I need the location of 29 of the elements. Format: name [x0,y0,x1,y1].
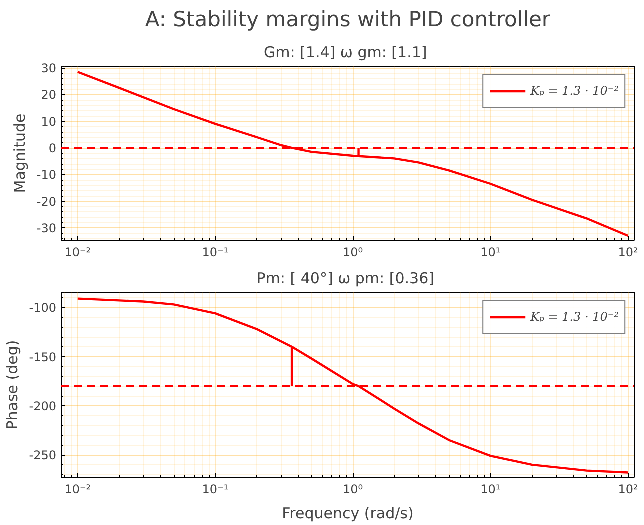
y-tick-label: -100 [29,301,56,316]
y-tick-label: -20 [36,194,57,209]
chart-title: Pm: [ 40°] ω pm: [0.36] [256,270,434,288]
x-tick-label: 10⁰ [343,246,364,260]
y-tick-label: -200 [29,399,56,414]
x-tick-label: 10² [618,246,638,260]
y-tick-label: 10 [41,114,57,129]
y-tick-label: -250 [29,448,56,463]
chart-title: A: Stability margins with PID controller [145,8,551,32]
y-tick-label: 20 [41,88,57,102]
x-tick-label: 10⁻¹ [202,246,229,260]
y-axis-title: Magnitude [10,114,29,194]
x-tick-label: 10⁻² [64,482,92,496]
x-tick-label: 10² [618,482,638,496]
x-tick-label: 10⁰ [343,482,364,496]
y-tick-label: -150 [29,350,56,364]
legend-label: Kₚ = 1.3 · 10⁻² [530,84,619,98]
y-tick-label: 0 [48,142,57,156]
y-axis-title: Phase (deg) [3,340,22,430]
x-tick-label: 10⁻¹ [202,482,229,496]
y-tick-label: 30 [41,62,57,76]
y-tick-label: -10 [36,168,57,182]
x-tick-label: 10¹ [480,246,501,260]
legend-label: Kₚ = 1.3 · 10⁻² [530,310,619,324]
x-tick-label: 10¹ [480,482,501,496]
x-tick-label: 10⁻² [64,246,92,260]
chart-subtitle: Gm: [1.4] ω gm: [1.1] [264,44,428,62]
y-tick-label: -30 [36,221,57,236]
x-axis-title: Frequency (rad/s) [282,504,414,522]
